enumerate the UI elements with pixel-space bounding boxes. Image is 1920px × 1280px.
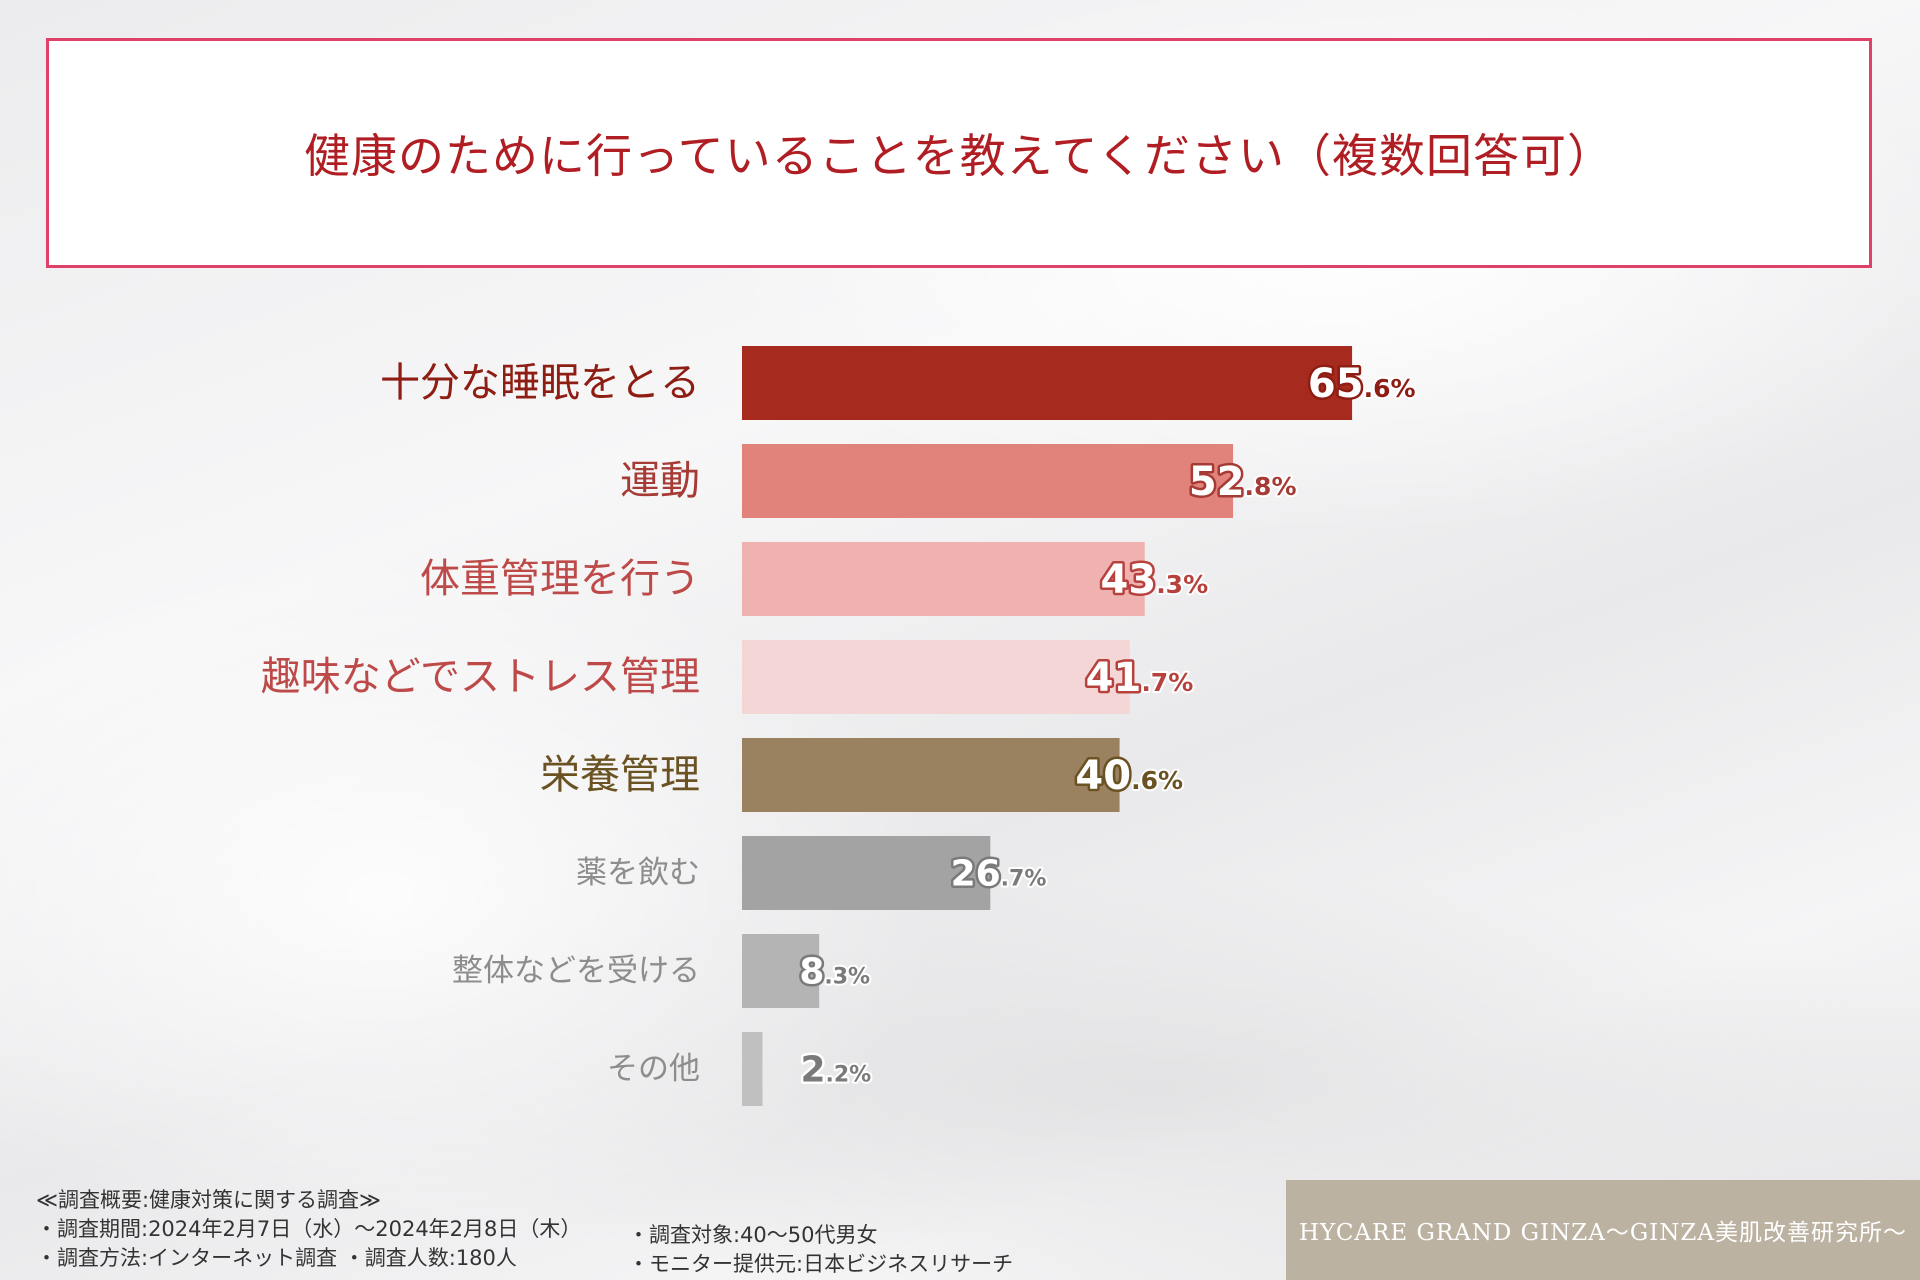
survey-period: ・調査期間:2024年2月7日（水）～2024年2月8日（木） [36,1217,582,1241]
brand-box: HYCARE GRAND GINZA～GINZA美肌改善研究所～ [1286,1180,1920,1280]
value-label-8: 2.2% [800,1050,871,1091]
brand-name: HYCARE GRAND GINZA～GINZA美肌改善研究所～ [1299,1220,1907,1246]
value-label-2: 52.8% [1189,459,1297,505]
category-label-1: 十分な睡眠をとる [380,360,700,406]
category-label-6: 薬を飲む [576,855,700,891]
category-label-7: 整体などを受ける [452,953,700,989]
bar-4 [742,640,1130,714]
category-label-5: 栄養管理 [540,752,700,798]
value-label-6: 26.7% [951,854,1047,895]
bar-3 [742,542,1145,616]
value-label-4: 41.7% [1086,655,1194,701]
category-label-2: 運動 [620,458,700,504]
value-label-1: 65.6% [1308,361,1416,407]
survey-summary: ≪調査概要:健康対策に関する調査≫ [36,1188,382,1212]
title-box: 健康のために行っていることを教えてください（複数回答可） [46,38,1872,268]
value-label-7: 8.3% [799,952,870,993]
bar-7 [742,934,820,1008]
category-label-4: 趣味などでストレス管理 [261,654,700,700]
survey-target: ・調査対象:40～50代男女 [628,1223,878,1247]
survey-footer: ≪調査概要:健康対策に関する調査≫ ・調査期間:2024年2月7日（水）～202… [36,1186,1266,1278]
bar-2 [742,444,1234,518]
bar-1 [742,346,1353,420]
value-label-5: 40.6% [1075,753,1183,799]
bar-8 [742,1032,763,1106]
category-label-3: 体重管理を行う [420,556,700,602]
category-label-8: その他 [607,1051,700,1087]
value-label-3: 43.3% [1101,557,1209,603]
bar-5 [742,738,1120,812]
survey-provider: ・モニター提供元:日本ビジネスリサーチ [628,1252,1014,1276]
survey-method: ・調査方法:インターネット調査 ・調査人数:180人 [36,1246,517,1270]
chart-title: 健康のために行っていることを教えてください（複数回答可） [303,129,1615,183]
bar-6 [742,836,991,910]
